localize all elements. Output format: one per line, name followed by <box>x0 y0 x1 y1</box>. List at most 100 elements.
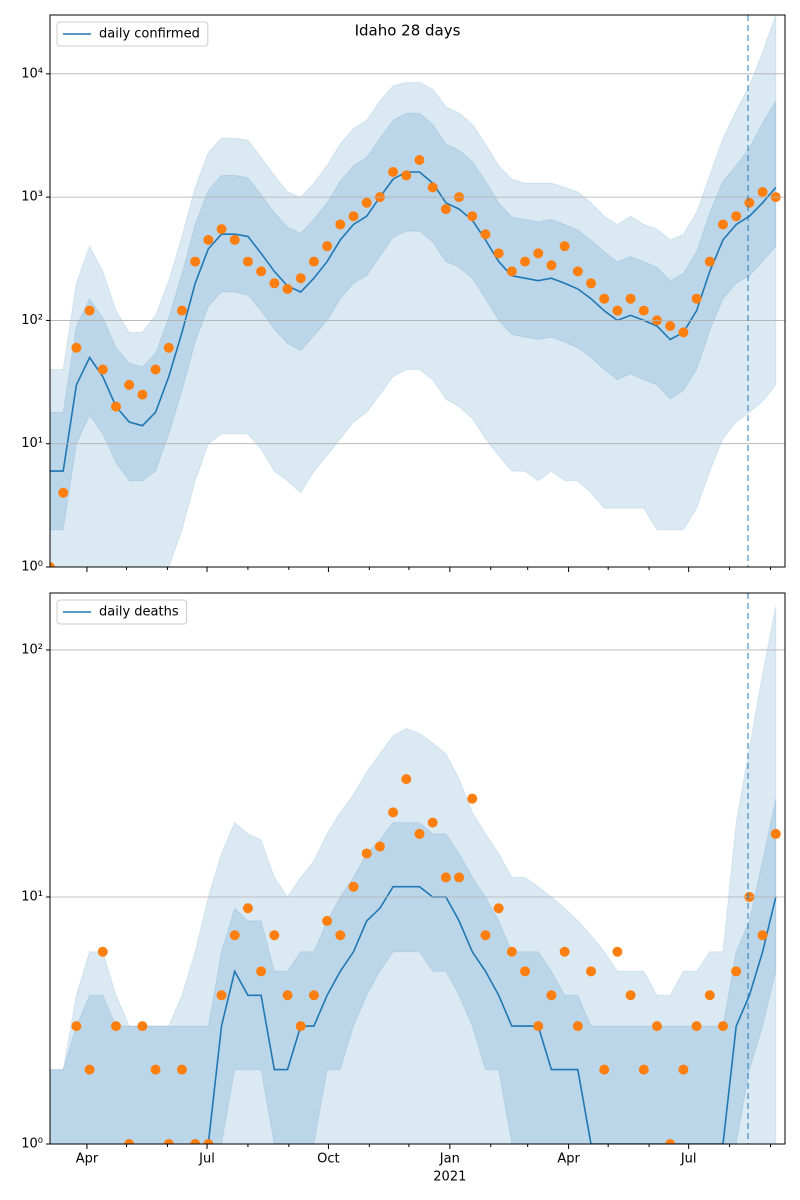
observed-point <box>176 1064 187 1075</box>
observed-point <box>717 1021 728 1032</box>
observed-point <box>256 966 267 977</box>
y-tick-label: 10² <box>21 642 43 657</box>
observed-point <box>401 774 412 785</box>
observed-point <box>216 224 227 235</box>
observed-point <box>388 166 399 177</box>
y-tick-label: 10⁰ <box>21 560 43 575</box>
observed-point <box>308 990 319 1001</box>
observed-point <box>335 930 346 941</box>
observed-point <box>229 930 240 941</box>
observed-point <box>137 389 148 400</box>
y-tick-label: 10¹ <box>21 889 43 904</box>
uncertainty-band <box>50 798 777 1144</box>
observed-point <box>50 562 55 567</box>
observed-point <box>308 256 319 267</box>
observed-point <box>506 946 517 957</box>
axes-frame <box>49 14 786 568</box>
observed-point <box>427 182 438 193</box>
observed-point <box>203 1139 214 1144</box>
observed-point <box>322 915 333 926</box>
observed-point <box>599 1064 610 1075</box>
observed-point <box>414 828 425 839</box>
observed-point <box>493 903 504 914</box>
observed-point <box>744 197 755 208</box>
observed-point <box>493 248 504 259</box>
observed-point <box>559 946 570 957</box>
observed-point <box>242 903 253 914</box>
observed-point <box>203 234 214 245</box>
x-tick-label: Apr <box>76 1152 99 1167</box>
observed-point <box>625 990 636 1001</box>
observed-point <box>665 1139 676 1144</box>
observed-point <box>190 256 201 267</box>
y-tick-label: 10⁴ <box>21 66 43 81</box>
observed-point <box>190 1139 201 1144</box>
observed-point <box>691 1021 702 1032</box>
observed-point <box>678 327 689 338</box>
observed-point <box>282 990 293 1001</box>
observed-point <box>97 364 108 375</box>
observed-point <box>84 1064 95 1075</box>
observed-point <box>137 1021 148 1032</box>
observed-point <box>242 256 253 267</box>
plot-area <box>50 15 781 567</box>
observed-point <box>440 872 451 883</box>
observed-point <box>335 219 346 230</box>
axes-frame <box>49 592 786 1145</box>
observed-point <box>704 990 715 1001</box>
observed-point <box>652 1021 663 1032</box>
observed-point <box>691 293 702 304</box>
observed-point <box>520 256 531 267</box>
observed-point <box>84 305 95 316</box>
observed-point <box>97 946 108 957</box>
observed-point <box>731 966 742 977</box>
observed-point <box>467 793 478 804</box>
observed-point <box>612 305 623 316</box>
y-tick-label: 10¹ <box>21 436 43 451</box>
observed-point <box>322 241 333 252</box>
observed-point <box>110 401 121 412</box>
observed-point <box>361 848 372 859</box>
observed-point <box>480 930 491 941</box>
observed-point <box>124 379 135 390</box>
observed-point <box>229 234 240 245</box>
observed-point <box>150 1064 161 1075</box>
observed-point <box>388 807 399 818</box>
observed-point <box>269 930 280 941</box>
observed-point <box>414 155 425 166</box>
observed-point <box>163 342 174 353</box>
uncertainty-band <box>50 99 777 531</box>
observed-point <box>559 241 570 252</box>
y-tick-label: 10³ <box>21 190 43 205</box>
y-tick-label: 10² <box>21 313 43 328</box>
observed-point <box>467 211 478 222</box>
observed-point <box>269 278 280 289</box>
observed-point <box>124 1139 135 1144</box>
observed-point <box>150 364 161 375</box>
observed-point <box>282 283 293 294</box>
legend-box <box>56 21 209 47</box>
observed-point <box>361 197 372 208</box>
observed-point <box>110 1021 121 1032</box>
x-tick-label: Jan <box>439 1152 460 1167</box>
observed-point <box>374 841 385 852</box>
x-year-label: 2021 <box>433 1170 466 1185</box>
x-tick-label: Oct <box>317 1152 339 1167</box>
series-line <box>50 171 777 472</box>
observed-point <box>625 293 636 304</box>
observed-point <box>295 273 306 284</box>
observed-point <box>599 293 610 304</box>
observed-point <box>731 211 742 222</box>
observed-point <box>480 229 491 240</box>
observed-point <box>638 305 649 316</box>
chart-title: Idaho 28 days <box>355 22 461 40</box>
observed-point <box>770 828 781 839</box>
observed-point <box>612 946 623 957</box>
observed-point <box>163 1139 174 1144</box>
observed-point <box>348 881 359 892</box>
observed-point <box>440 204 451 215</box>
observed-point <box>295 1021 306 1032</box>
observed-point <box>58 487 69 498</box>
